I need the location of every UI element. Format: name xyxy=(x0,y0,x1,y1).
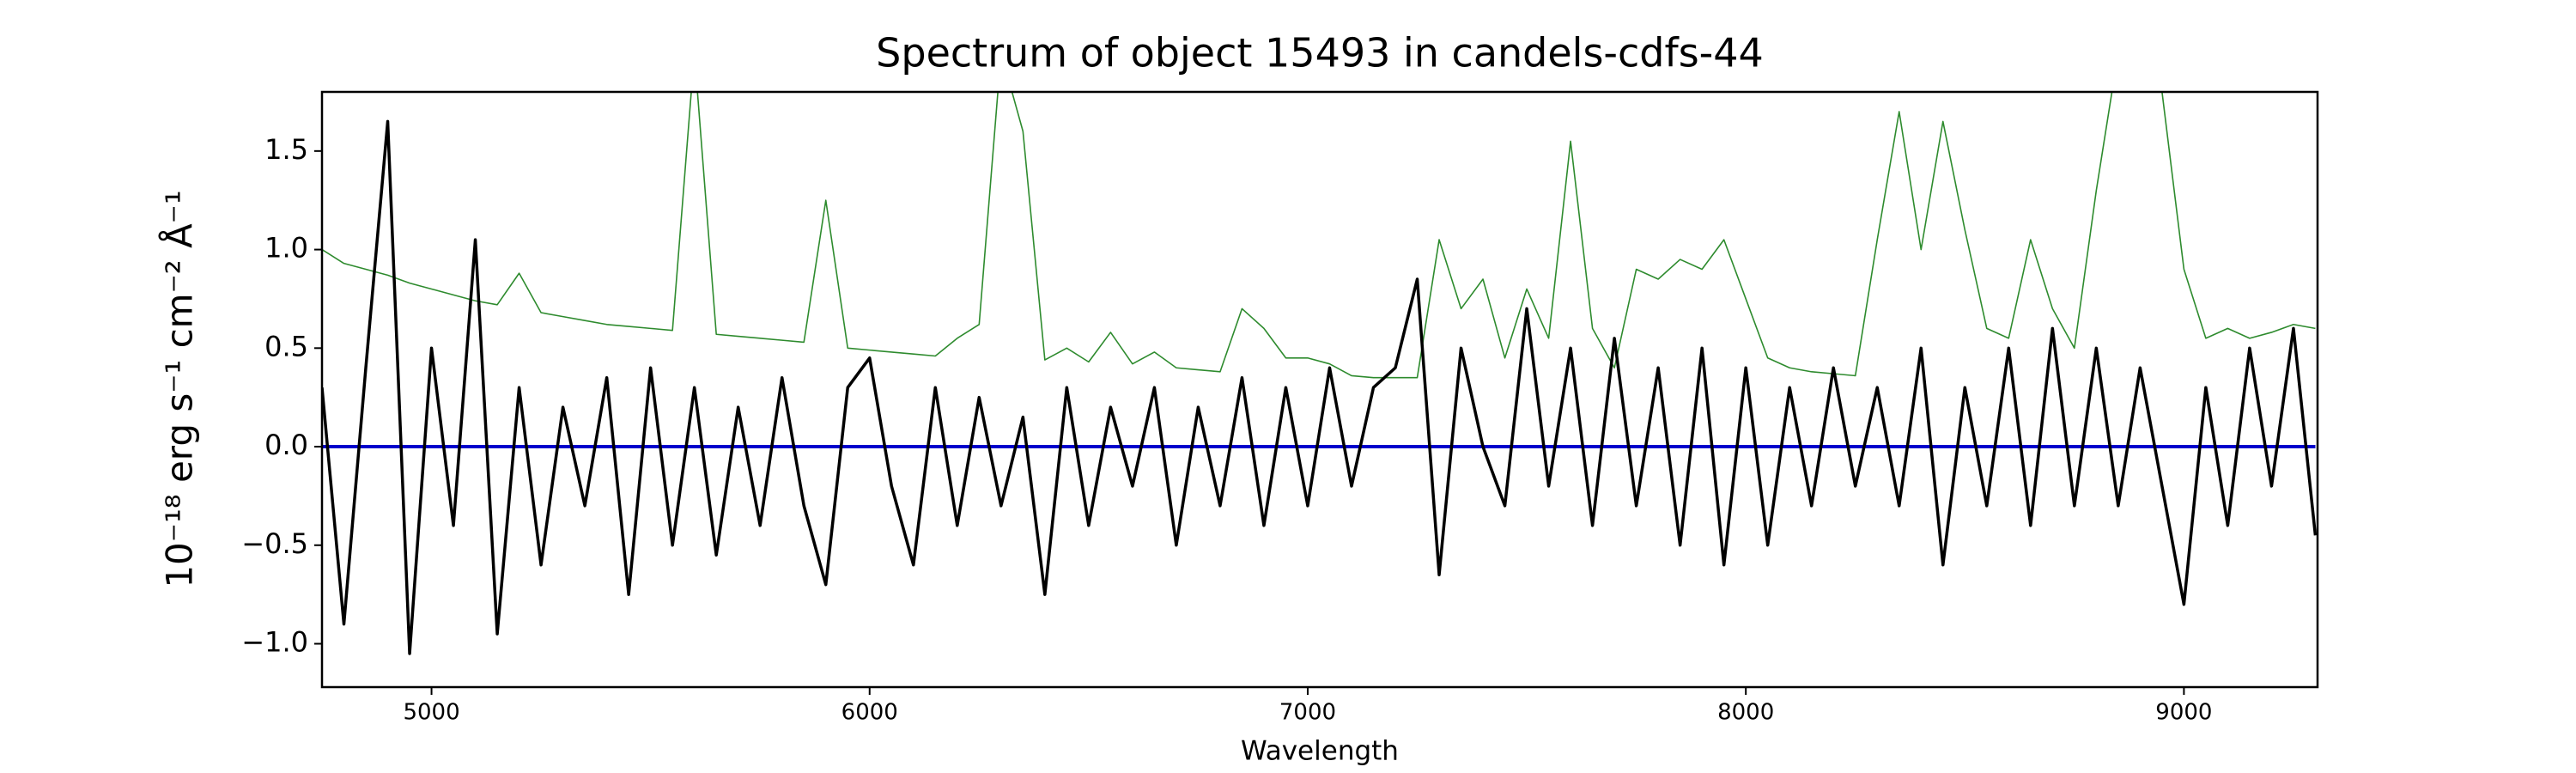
x-tick-label: 8000 xyxy=(1717,700,1774,726)
x-axis-label: Wavelength xyxy=(1241,736,1399,767)
spectrum-line xyxy=(322,92,2316,379)
x-tick-label: 5000 xyxy=(403,700,459,726)
y-tick-label: 0.0 xyxy=(264,429,308,461)
y-tick-label: −0.5 xyxy=(241,527,308,560)
spectrum-line xyxy=(322,119,2318,655)
y-tick-label: 0.5 xyxy=(264,330,308,362)
x-tick-label: 6000 xyxy=(841,700,898,726)
y-tick-label: −1.0 xyxy=(241,626,308,659)
x-tick-label: 7000 xyxy=(1279,700,1336,726)
plot-frame xyxy=(320,90,2319,689)
chart-title: Spectrum of object 15493 in candels-cdfs… xyxy=(876,30,1764,76)
y-tick-label: 1.0 xyxy=(264,232,308,265)
y-axis-label: 10⁻¹⁸ erg s⁻¹ cm⁻² Å⁻¹ xyxy=(158,190,201,587)
x-tick-label: 9000 xyxy=(2155,700,2212,726)
y-tick-label: 1.5 xyxy=(264,133,308,166)
plot-area xyxy=(322,92,2318,655)
